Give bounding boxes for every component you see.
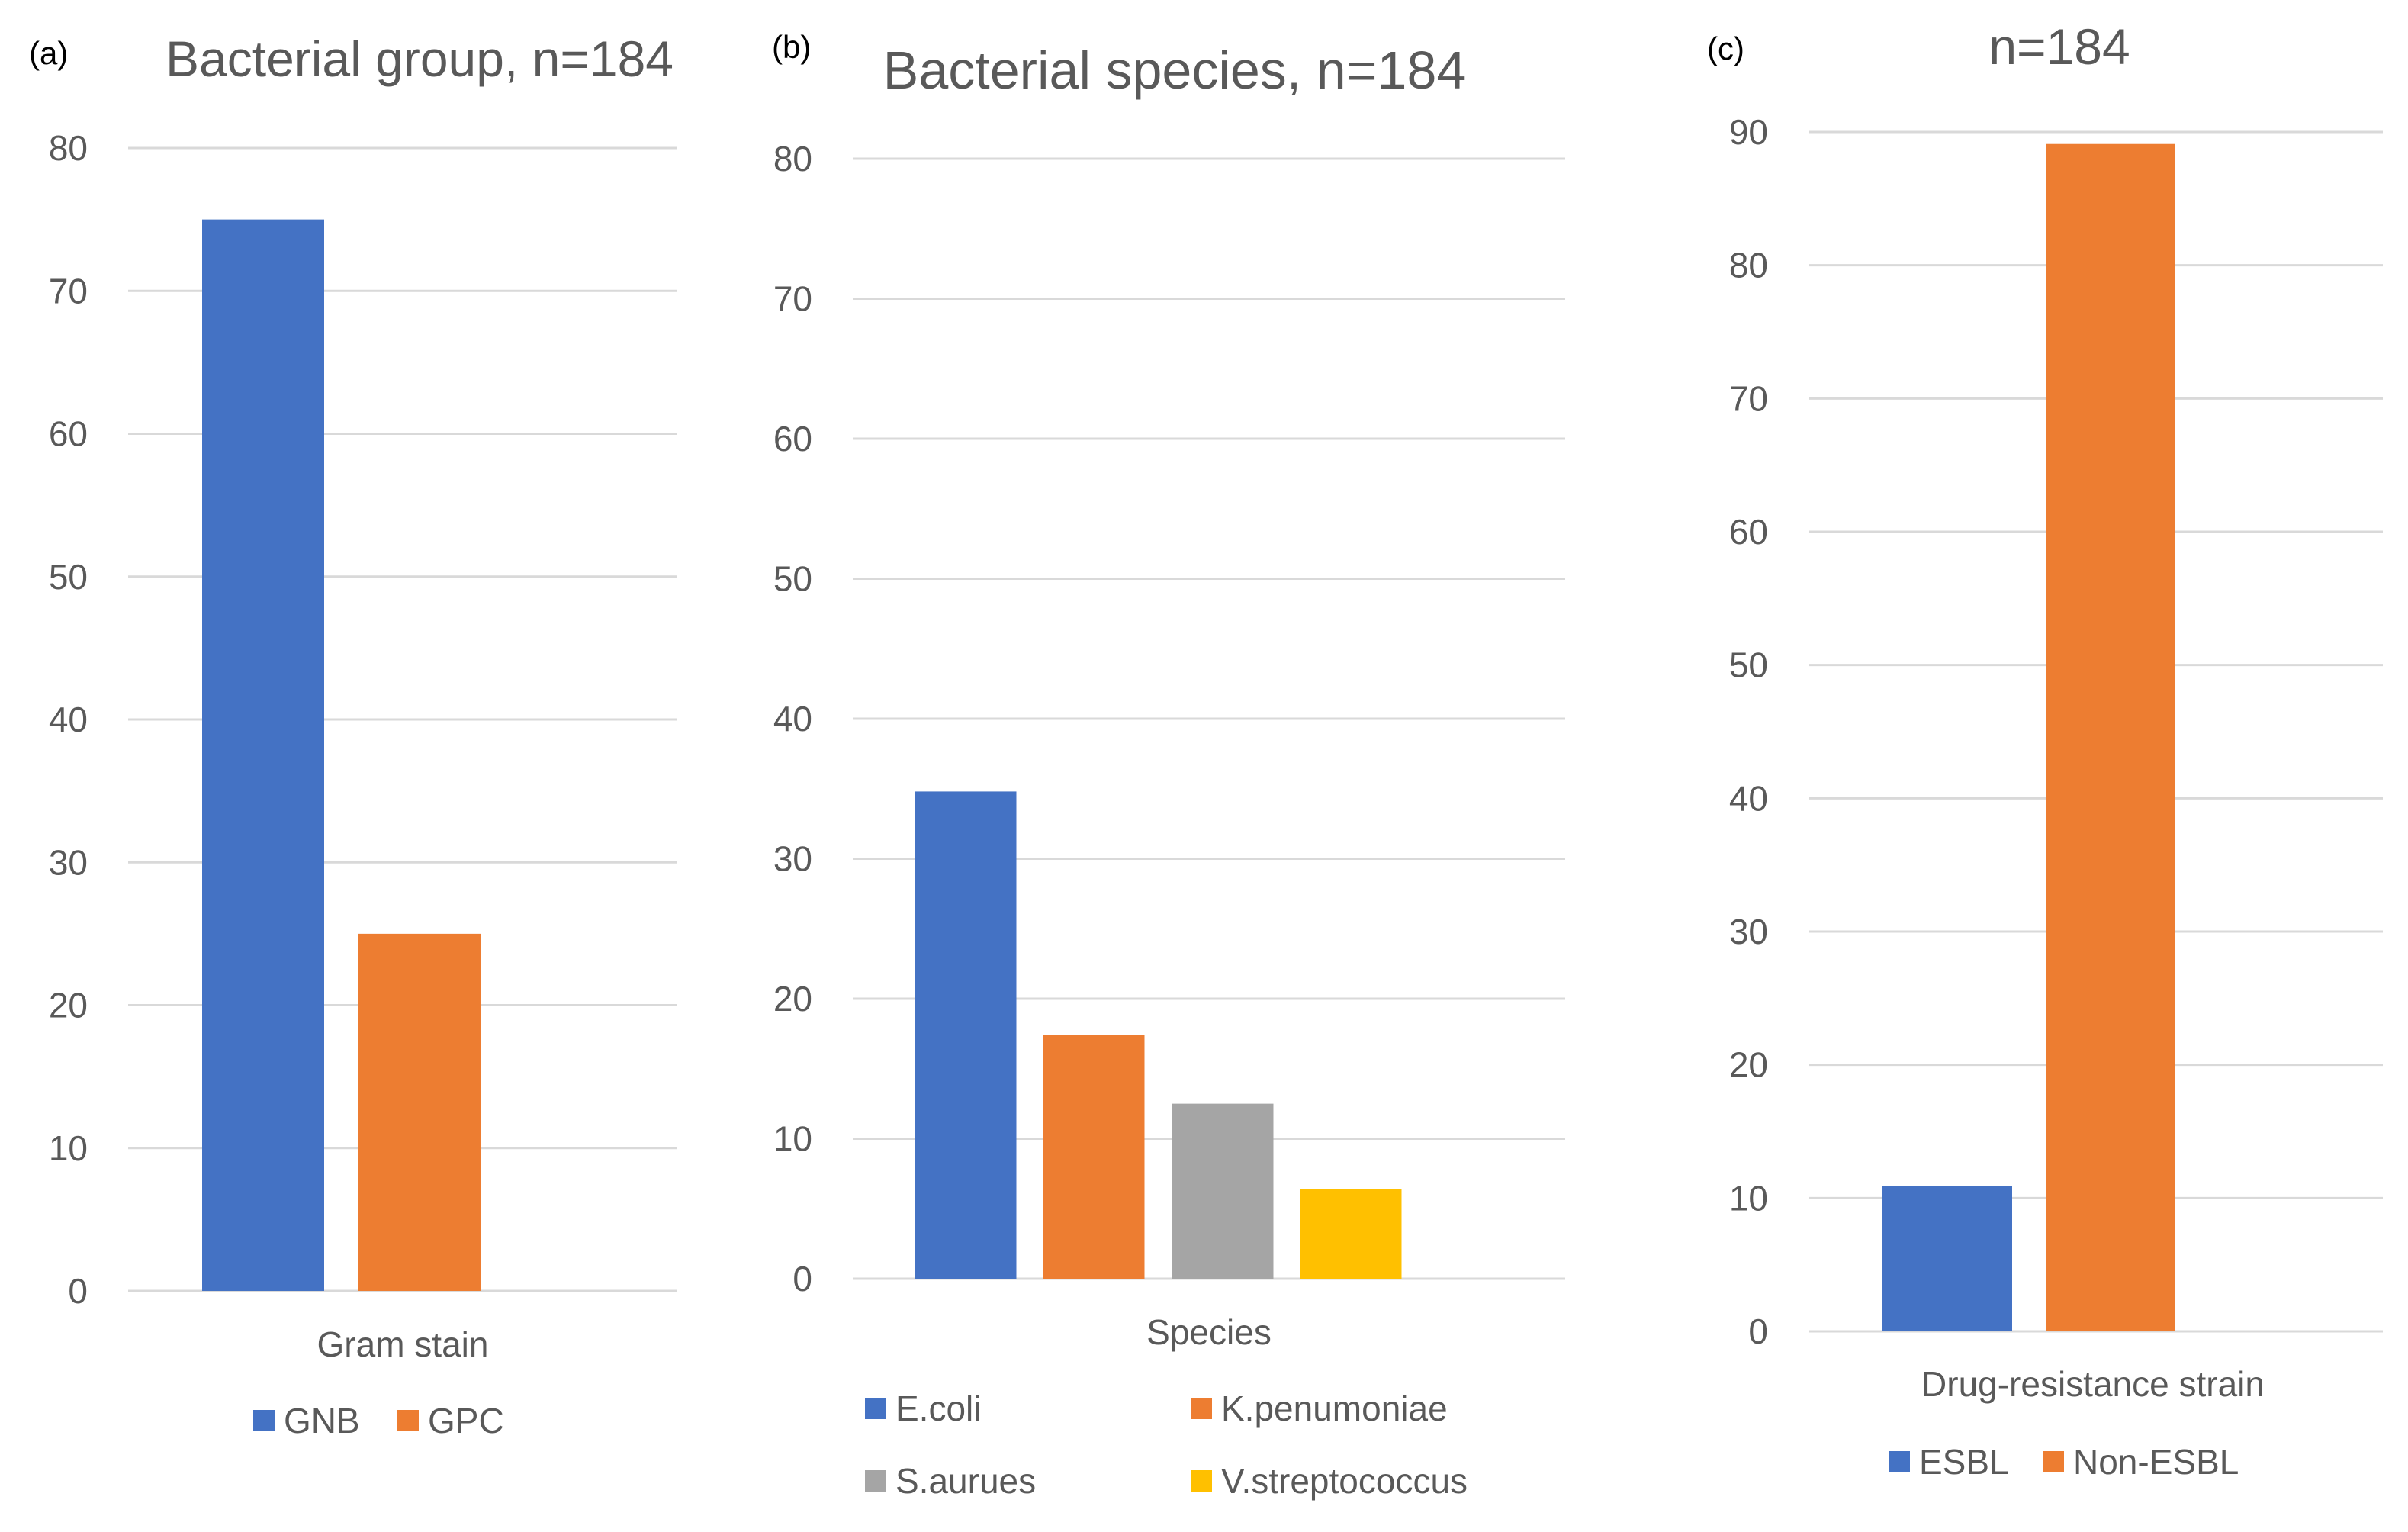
bar-gpc [358,933,481,1291]
chart-title: n=184 [1988,18,2130,75]
y-tick-label: 50 [1729,645,1768,685]
bar-gnb [202,219,324,1291]
bar-esbl [1882,1186,2012,1331]
panel-label: (c) [1707,31,1744,66]
y-tick-label: 40 [1729,778,1768,818]
legend-label: ESBL [1919,1442,2009,1482]
legend-label: K.penumoniae [1221,1389,1448,1428]
y-tick-label: 70 [773,279,812,319]
legend-swatch [2043,1451,2064,1472]
x-axis-label: Gram stain [317,1324,489,1364]
chart-title: Bacterial group, n=184 [166,31,674,87]
panel-label: (b) [772,29,811,65]
x-axis-label: Species [1146,1312,1272,1352]
legend-swatch [865,1470,886,1492]
bar-v-streptococcus [1300,1189,1402,1279]
y-tick-label: 80 [773,139,812,179]
chart-title: Bacterial species, n=184 [883,40,1467,100]
y-tick-label: 30 [773,839,812,879]
legend-swatch [1889,1451,1910,1472]
legend-swatch [1191,1470,1212,1492]
y-tick-label: 60 [49,414,88,454]
y-tick-label: 30 [1729,912,1768,951]
chart-panel-b: (b) Bacterial species, n=184 0 10 20 30 40 50 60… [772,29,1565,1501]
y-tick-label: 50 [773,559,812,599]
y-tick-label: 30 [49,842,88,882]
legend-swatch [397,1410,419,1431]
y-tick-label: 40 [49,700,88,739]
y-tick-label: 20 [49,986,88,1025]
chart-panel-a: (a) Bacterial group, n=184 0 10 20 30 40 50 60 70… [29,31,677,1440]
bar-s-aurues [1172,1103,1274,1279]
legend-swatch [1191,1398,1212,1419]
chart-panel-c: (c) n=184 0 10 20 30 40 50 60 70 80 90 Drug-resistan… [1707,18,2383,1482]
legend-label: E.coli [895,1389,981,1428]
y-tick-label: 60 [773,419,812,459]
y-tick-label: 70 [1729,378,1768,418]
y-tick-label: 0 [1748,1312,1768,1351]
legend-swatch [865,1398,886,1419]
y-tick-label: 10 [1729,1178,1768,1218]
legend-swatch [253,1410,275,1431]
y-tick-label: 50 [49,557,88,597]
bar-k-penumoniae [1043,1035,1145,1279]
legend-label: GNB [284,1401,360,1440]
y-tick-label: 10 [49,1128,88,1168]
legend-label: GPC [428,1401,504,1440]
y-tick-label: 90 [1729,112,1768,152]
y-tick-label: 70 [49,271,88,311]
bar-non-esbl [2046,143,2175,1332]
y-tick-label: 20 [773,979,812,1019]
bar-e-coli [915,791,1017,1279]
y-tick-label: 10 [773,1119,812,1159]
y-tick-label: 80 [1729,246,1768,285]
y-tick-label: 20 [1729,1045,1768,1085]
panel-label: (a) [29,35,68,71]
x-axis-label: Drug-resistance strain [1921,1364,2265,1404]
y-tick-label: 0 [68,1271,88,1311]
legend-label: S.aurues [895,1461,1036,1501]
legend-label: Non-ESBL [2073,1442,2239,1482]
y-tick-label: 40 [773,699,812,739]
y-tick-label: 0 [792,1259,812,1299]
legend-label: V.streptococcus [1221,1461,1468,1501]
y-tick-label: 80 [49,128,88,168]
y-tick-label: 60 [1729,512,1768,552]
